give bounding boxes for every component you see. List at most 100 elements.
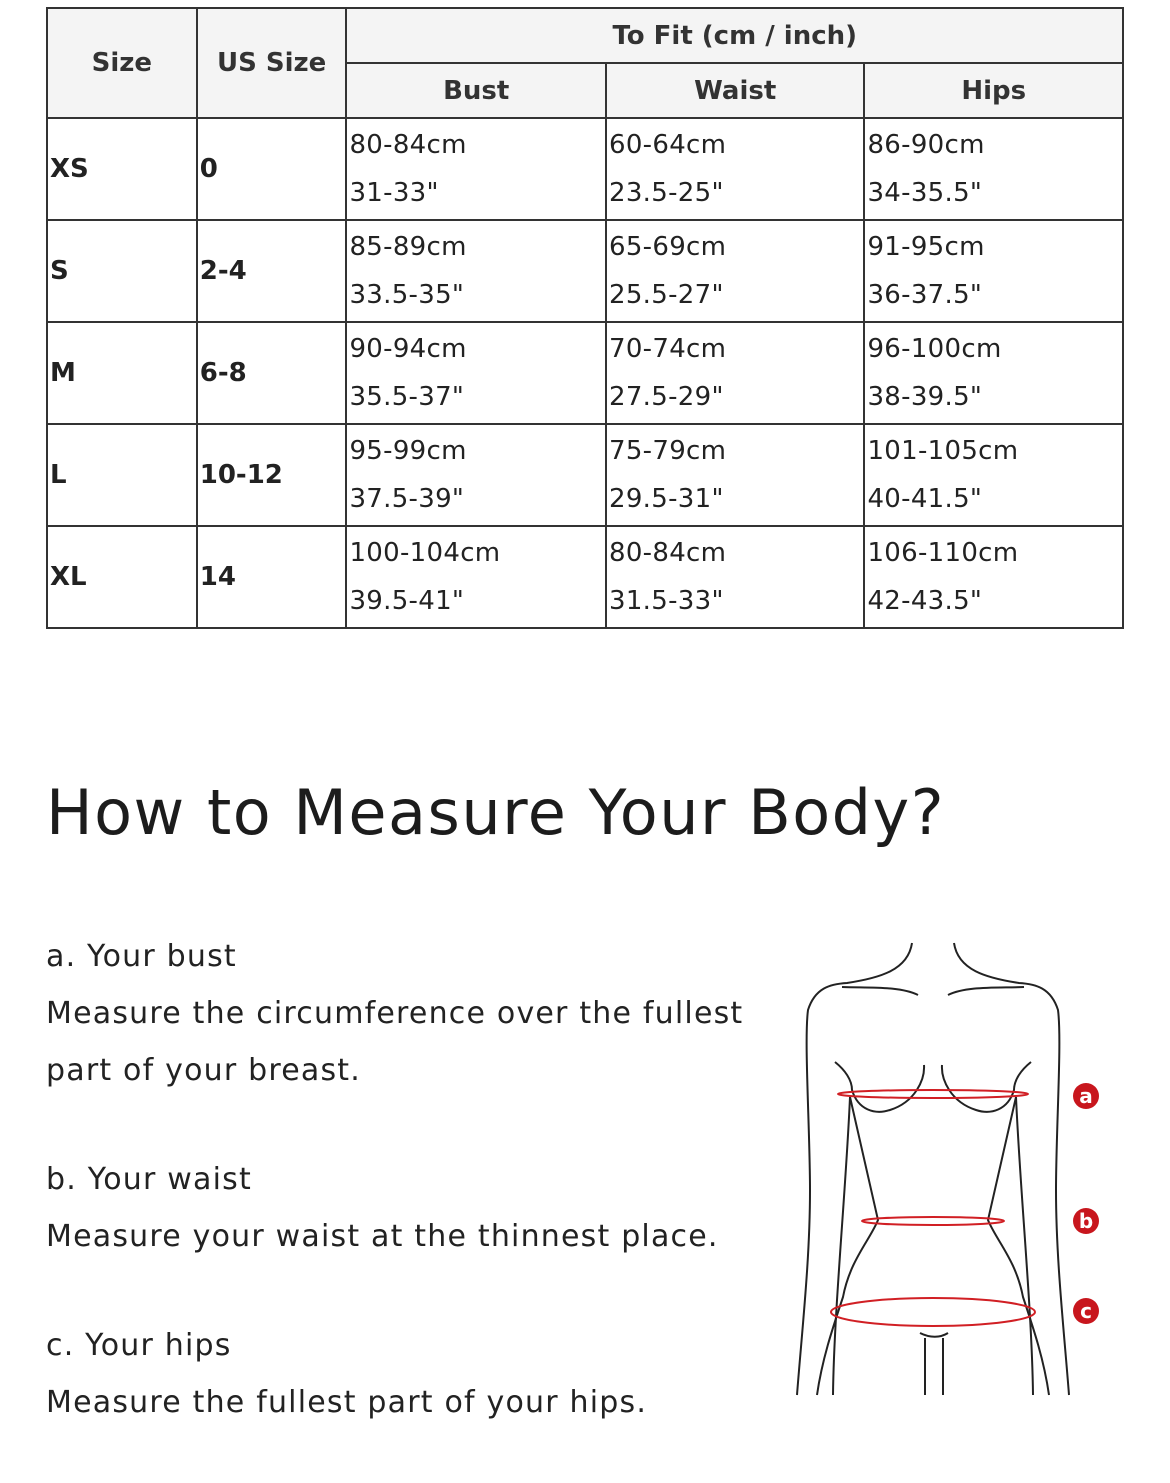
size-label: M xyxy=(50,358,76,388)
step-heading: c. Your hips xyxy=(46,1328,232,1363)
bust-cell: 85-89cm 33.5-35" xyxy=(345,219,607,323)
table-row: XS 0 80-84cm 31-33" 60-64cm 23.5-25" 86-90cm 34… xyxy=(46,117,1124,221)
cell-value: 40-41.5" xyxy=(867,484,983,514)
cell-value: 100-104cm xyxy=(349,538,501,568)
hips-cell: 106-110cm 42-43.5" xyxy=(863,525,1124,629)
marker-c: c xyxy=(1073,1298,1099,1324)
cell-value: 42-43.5" xyxy=(867,586,983,616)
cell-value: 80-84cm xyxy=(349,130,467,160)
cell-value: 80-84cm xyxy=(608,538,727,568)
waist-cell: 70-74cm 27.5-29" xyxy=(604,321,866,425)
marker-b: b xyxy=(1073,1208,1099,1234)
size-chart-table: Size US Size To Fit (cm / inch) Bust Wai… xyxy=(46,7,1124,629)
cell-value: 38-39.5" xyxy=(867,382,983,412)
cell-value: 31-33" xyxy=(349,178,439,208)
table-row: L 10-12 95-99cm 37.5-39" 75-79cm 29.5-31" 101-… xyxy=(46,423,1124,527)
step-text: Measure the circumference over the fulle… xyxy=(46,996,744,1088)
hips-cell: 86-90cm 34-35.5" xyxy=(863,117,1124,221)
step-heading: a. Your bust xyxy=(46,939,237,974)
us-size-label: 0 xyxy=(199,154,218,184)
cell-value: 39.5-41" xyxy=(349,586,465,616)
size-cell: XS xyxy=(46,117,198,221)
size-label: XL xyxy=(50,562,87,592)
marker-label: b xyxy=(1079,1209,1093,1233)
cell-value: 36-37.5" xyxy=(867,280,983,310)
marker-circle xyxy=(1073,1298,1099,1324)
us-size-cell: 2-4 xyxy=(195,219,348,323)
us-size-label: 14 xyxy=(199,562,236,592)
body-outline xyxy=(796,942,1070,1396)
bust-line xyxy=(837,1089,1029,1099)
size-label: L xyxy=(50,460,67,490)
header-us-size: US Size xyxy=(195,7,348,119)
cell-value: 96-100cm xyxy=(867,334,1002,364)
step-text: Measure your waist at the thinnest place… xyxy=(46,1219,719,1254)
us-size-label: 2-4 xyxy=(199,256,247,286)
header-hips: Hips xyxy=(863,62,1124,119)
table-row: S 2-4 85-89cm 33.5-35" 65-69cm 25.5-27" 91-95c… xyxy=(46,219,1124,323)
marker-circle xyxy=(1073,1208,1099,1234)
us-size-label: 6-8 xyxy=(199,358,247,388)
cell-value: 27.5-29" xyxy=(608,382,724,412)
cell-value: 31.5-33" xyxy=(608,586,724,616)
cell-value: 60-64cm xyxy=(608,130,727,160)
waist-cell: 60-64cm 23.5-25" xyxy=(604,117,866,221)
bust-cell: 100-104cm 39.5-41" xyxy=(345,525,607,629)
step-heading: b. Your waist xyxy=(46,1162,252,1197)
cell-value: 35.5-37" xyxy=(349,382,465,412)
cell-value: 86-90cm xyxy=(867,130,985,160)
us-size-cell: 0 xyxy=(195,117,348,221)
body-measurement-illustration: a b c xyxy=(796,942,1099,1396)
step-waist: b. Your waist Measure your waist at the t… xyxy=(46,1151,786,1265)
header-size: Size xyxy=(46,7,198,119)
cell-value: 101-105cm xyxy=(867,436,1019,466)
us-size-cell: 10-12 xyxy=(195,423,348,527)
page-title: How to Measure Your Body? xyxy=(46,776,946,849)
hips-cell: 96-100cm 38-39.5" xyxy=(863,321,1124,425)
cell-value: 70-74cm xyxy=(608,334,727,364)
hips-cell: 91-95cm 36-37.5" xyxy=(863,219,1124,323)
cell-value: 25.5-27" xyxy=(608,280,724,310)
bust-cell: 80-84cm 31-33" xyxy=(345,117,607,221)
marker-label: c xyxy=(1080,1299,1092,1323)
measurement-lines xyxy=(830,1089,1036,1327)
step-text: Measure the fullest part of your hips. xyxy=(46,1385,648,1420)
waist-cell: 80-84cm 31.5-33" xyxy=(604,525,866,629)
step-bust: a. Your bust Measure the circumference ov… xyxy=(46,928,786,1099)
measure-guide: a. Your bust Measure the circumference ov… xyxy=(46,928,786,1483)
us-size-label: 10-12 xyxy=(199,460,283,490)
table-row: M 6-8 90-94cm 35.5-37" 70-74cm 27.5-29" 96-100… xyxy=(46,321,1124,425)
cell-value: 91-95cm xyxy=(867,232,985,262)
waist-cell: 65-69cm 25.5-27" xyxy=(604,219,866,323)
us-size-cell: 6-8 xyxy=(195,321,348,425)
table-row: XL 14 100-104cm 39.5-41" 80-84cm 31.5-33" 106-… xyxy=(46,525,1124,629)
cell-value: 33.5-35" xyxy=(349,280,465,310)
cell-value: 65-69cm xyxy=(608,232,727,262)
cell-value: 85-89cm xyxy=(349,232,467,262)
cell-value: 37.5-39" xyxy=(349,484,465,514)
hips-line xyxy=(830,1297,1036,1327)
marker-label: a xyxy=(1079,1084,1093,1108)
us-size-cell: 14 xyxy=(195,525,348,629)
waist-line xyxy=(861,1216,1005,1226)
size-cell: S xyxy=(46,219,198,323)
cell-value: 75-79cm xyxy=(608,436,727,466)
size-cell: L xyxy=(46,423,198,527)
cell-value: 34-35.5" xyxy=(867,178,983,208)
cell-value: 23.5-25" xyxy=(608,178,724,208)
cell-value: 106-110cm xyxy=(867,538,1019,568)
waist-cell: 75-79cm 29.5-31" xyxy=(604,423,866,527)
marker-circle xyxy=(1073,1083,1099,1109)
cell-value: 95-99cm xyxy=(349,436,467,466)
marker-a: a xyxy=(1073,1083,1099,1109)
size-cell: M xyxy=(46,321,198,425)
cell-value: 90-94cm xyxy=(349,334,467,364)
bust-cell: 90-94cm 35.5-37" xyxy=(345,321,607,425)
header-to-fit: To Fit (cm / inch) xyxy=(345,7,1124,64)
size-cell: XL xyxy=(46,525,198,629)
hips-cell: 101-105cm 40-41.5" xyxy=(863,423,1124,527)
header-bust: Bust xyxy=(345,62,607,119)
bust-cell: 95-99cm 37.5-39" xyxy=(345,423,607,527)
size-label: XS xyxy=(50,154,89,184)
cell-value: 29.5-31" xyxy=(608,484,724,514)
